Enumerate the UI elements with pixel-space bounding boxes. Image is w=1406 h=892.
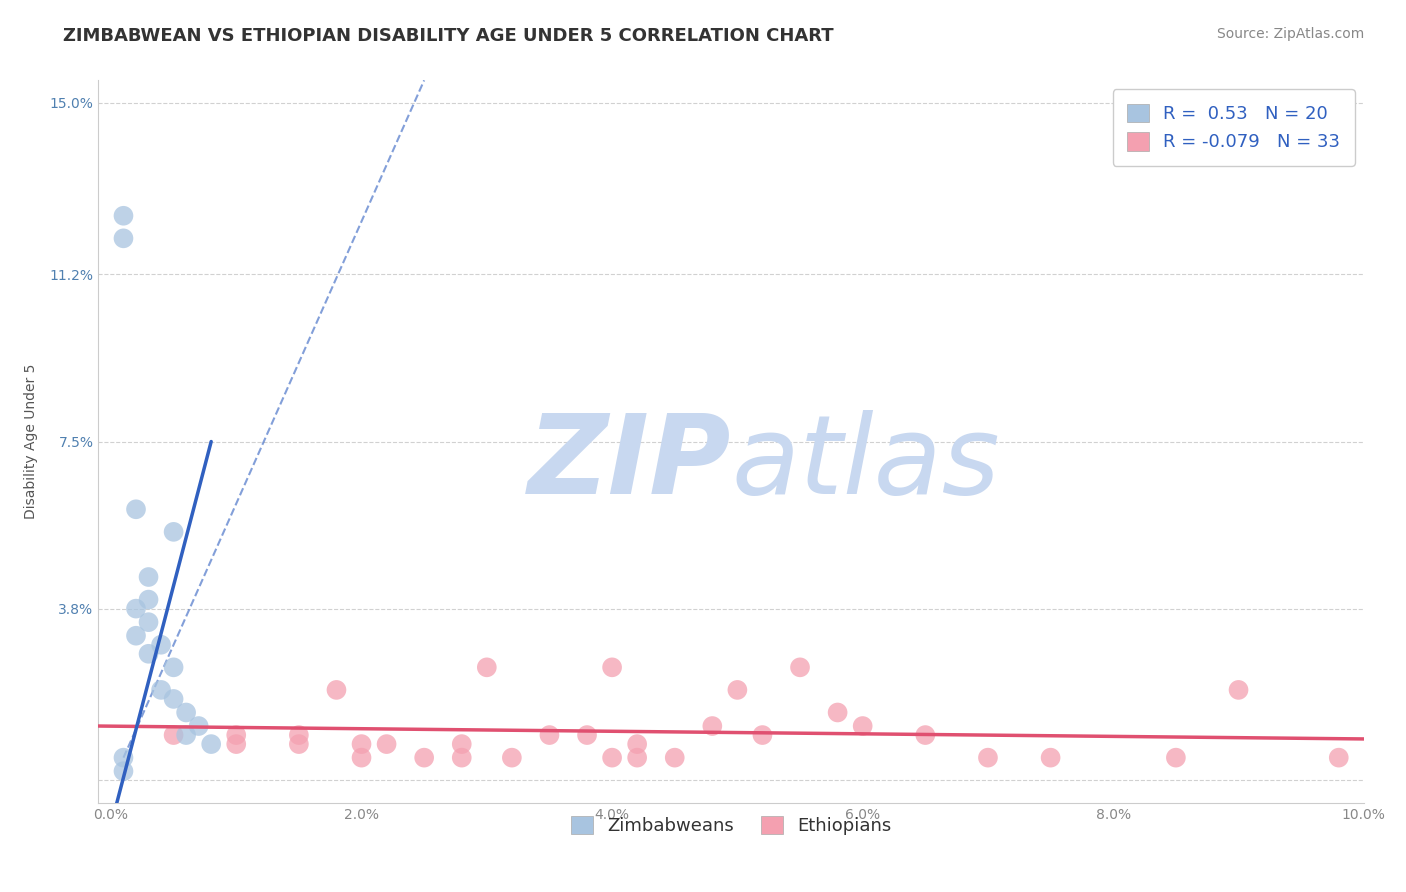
Point — [138, 615, 160, 630]
Point — [977, 750, 1000, 764]
Point — [225, 737, 247, 751]
Point — [600, 660, 623, 674]
Point — [450, 737, 472, 751]
Point — [702, 719, 724, 733]
Y-axis label: Disability Age Under 5: Disability Age Under 5 — [24, 364, 38, 519]
Point — [1164, 750, 1187, 764]
Point — [174, 728, 197, 742]
Point — [162, 524, 184, 539]
Point — [125, 502, 148, 516]
Point — [288, 728, 311, 742]
Point — [538, 728, 561, 742]
Text: ZIMBABWEAN VS ETHIOPIAN DISABILITY AGE UNDER 5 CORRELATION CHART: ZIMBABWEAN VS ETHIOPIAN DISABILITY AGE U… — [63, 27, 834, 45]
Point — [914, 728, 936, 742]
Point — [413, 750, 436, 764]
Point — [288, 737, 311, 751]
Point — [325, 682, 347, 697]
Legend: Zimbabweans, Ethiopians: Zimbabweans, Ethiopians — [562, 807, 900, 845]
Point — [112, 764, 135, 779]
Point — [150, 682, 173, 697]
Point — [225, 728, 247, 742]
Point — [576, 728, 599, 742]
Point — [174, 706, 197, 720]
Point — [626, 750, 648, 764]
Point — [162, 728, 184, 742]
Point — [125, 629, 148, 643]
Text: ZIP: ZIP — [527, 409, 731, 516]
Point — [475, 660, 498, 674]
Point — [827, 706, 849, 720]
Point — [138, 592, 160, 607]
Point — [350, 750, 373, 764]
Point — [852, 719, 875, 733]
Point — [1227, 682, 1250, 697]
Point — [138, 647, 160, 661]
Point — [626, 737, 648, 751]
Point — [125, 601, 148, 615]
Point — [501, 750, 523, 764]
Point — [450, 750, 472, 764]
Point — [751, 728, 773, 742]
Text: atlas: atlas — [731, 409, 1000, 516]
Point — [664, 750, 686, 764]
Point — [1039, 750, 1062, 764]
Point — [375, 737, 398, 751]
Point — [112, 231, 135, 245]
Point — [1327, 750, 1350, 764]
Point — [162, 660, 184, 674]
Point — [112, 209, 135, 223]
Point — [138, 570, 160, 584]
Point — [187, 719, 209, 733]
Point — [725, 682, 748, 697]
Point — [350, 737, 373, 751]
Point — [162, 692, 184, 706]
Text: Source: ZipAtlas.com: Source: ZipAtlas.com — [1216, 27, 1364, 41]
Point — [600, 750, 623, 764]
Point — [200, 737, 222, 751]
Point — [789, 660, 811, 674]
Point — [150, 638, 173, 652]
Point — [112, 750, 135, 764]
